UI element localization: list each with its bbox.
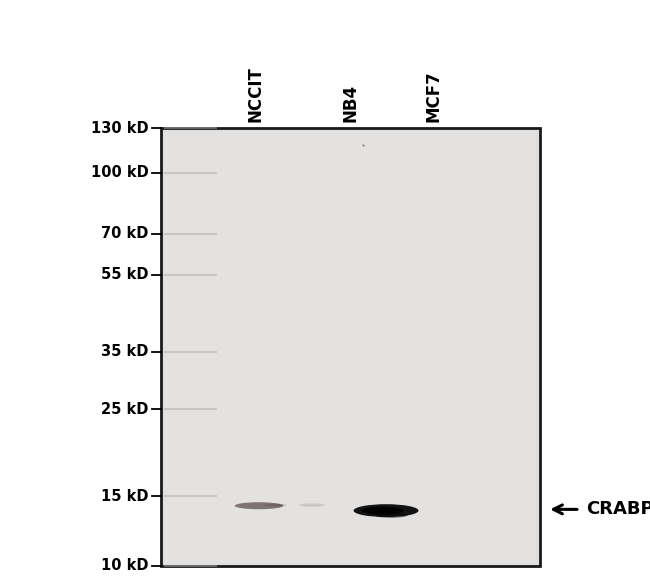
Ellipse shape [361,507,404,514]
Text: 10 kD: 10 kD [101,558,149,573]
Ellipse shape [235,502,283,509]
Text: MCF7: MCF7 [424,71,443,122]
Ellipse shape [375,512,408,518]
Text: 25 kD: 25 kD [101,402,149,417]
Text: 35 kD: 35 kD [101,345,149,360]
Text: NB4: NB4 [341,85,359,122]
Text: CRABP2: CRABP2 [586,500,650,518]
Text: 55 kD: 55 kD [101,268,149,282]
Text: 70 kD: 70 kD [101,226,149,241]
Ellipse shape [299,503,325,507]
Text: 100 kD: 100 kD [91,166,149,181]
Ellipse shape [354,504,419,517]
Bar [161,128,540,566]
Text: NCCIT: NCCIT [246,66,265,122]
Ellipse shape [264,504,287,507]
Bar [164,131,536,563]
Text: 15 kD: 15 kD [101,489,149,504]
Text: 130 kD: 130 kD [91,121,149,136]
